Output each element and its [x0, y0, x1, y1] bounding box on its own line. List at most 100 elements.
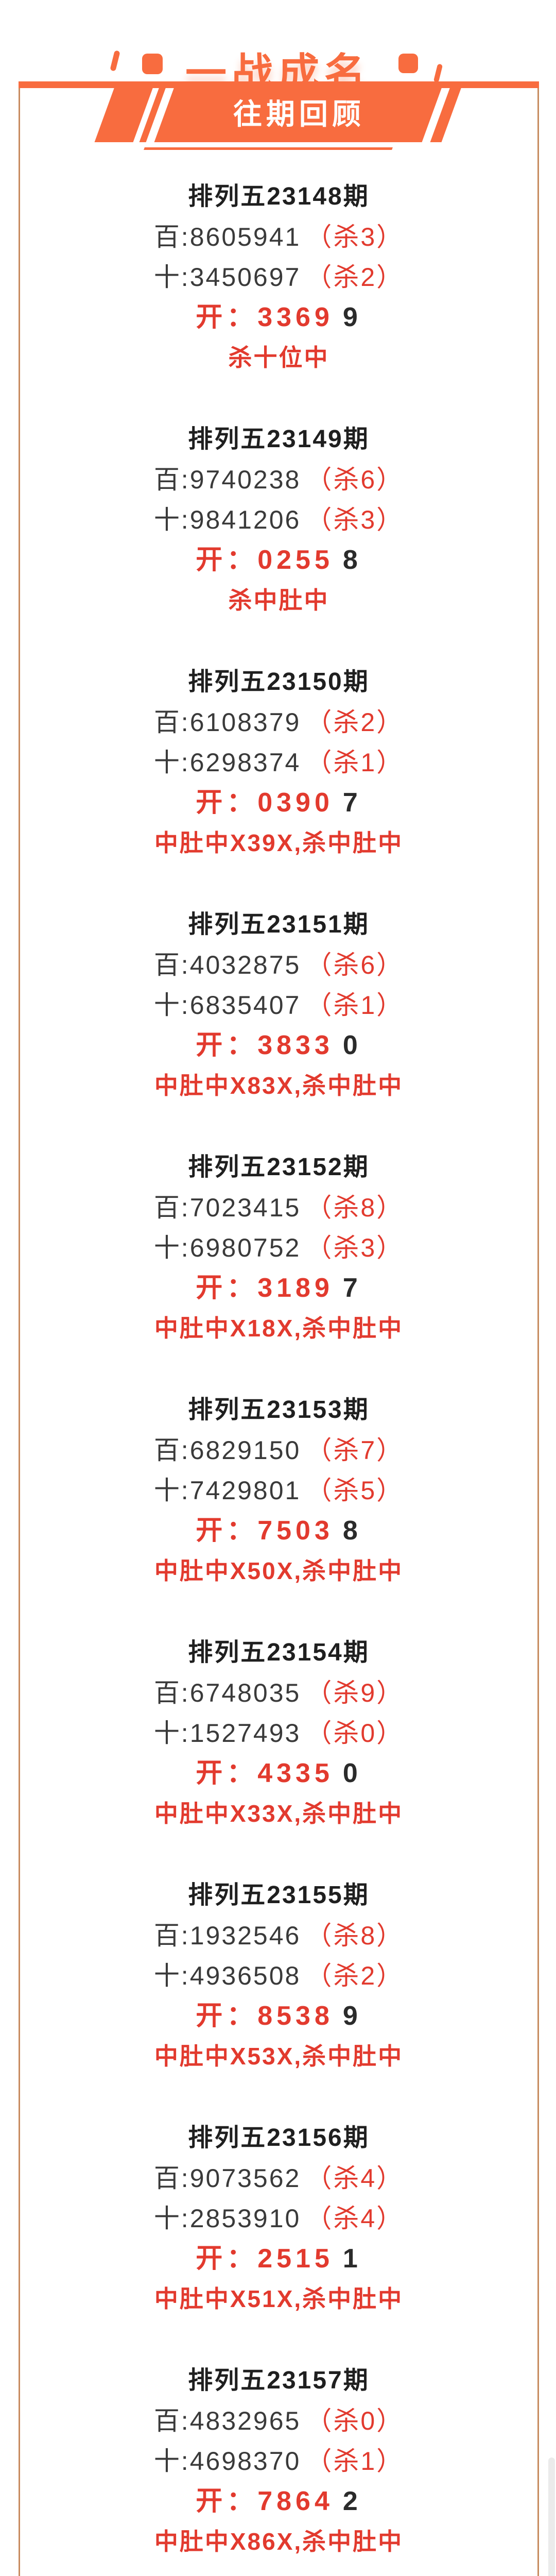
- tens-kill-badge: （杀3）: [306, 505, 404, 534]
- deco-square-icon: [398, 54, 418, 73]
- period-title: 排列五23157期: [188, 2367, 370, 2394]
- hundreds-value: 百:1932546: [153, 1921, 301, 1950]
- result-line: 杀十位中: [228, 344, 329, 371]
- tens-line: 十:1527493 （杀0）: [20, 1713, 537, 1753]
- hundreds-kill-badge: （杀3）: [306, 223, 404, 251]
- open-line: 开：0390 7: [20, 783, 537, 823]
- open-line: 开：7503 8: [20, 1511, 537, 1551]
- open-value: 开：3189: [196, 1273, 334, 1303]
- scrollbar-thumb[interactable]: [548, 2458, 555, 2576]
- result-line: 中肚中X86X,杀中肚中: [154, 2528, 404, 2555]
- review-banner-plate: 往期回顾: [154, 81, 444, 142]
- hundreds-line: 百:4032875 （杀6）: [20, 945, 537, 985]
- open-line: 开：3369 9: [20, 297, 537, 337]
- tens-value: 十:6298374: [153, 748, 301, 777]
- open-line: 开：2515 1: [20, 2239, 537, 2279]
- open-last-digit: 7: [342, 788, 362, 818]
- result-line: 中肚中X83X,杀中肚中: [154, 1072, 404, 1099]
- period-block: 排列五23154期 百:6748035 （杀9） 十:1527493 （杀0） 开：…: [20, 1633, 537, 1834]
- tens-line: 十:6835407 （杀1）: [20, 985, 537, 1025]
- hundreds-value: 百:7023415: [153, 1193, 301, 1222]
- hundreds-value: 百:9073562: [153, 2164, 301, 2193]
- period-block: 排列五23150期 百:6108379 （杀2） 十:6298374 （杀1） 开：…: [20, 662, 537, 863]
- open-line: 开：8538 9: [20, 1996, 537, 2036]
- hundreds-line: 百:4832965 （杀0）: [20, 2401, 537, 2441]
- hundreds-value: 百:6829150: [153, 1436, 301, 1465]
- open-last-digit: 0: [342, 1758, 362, 1788]
- period-block: 排列五23151期 百:4032875 （杀6） 十:6835407 （杀1） 开：…: [20, 905, 537, 1106]
- result-line: 杀中肚中: [228, 587, 329, 614]
- open-value: 开：0255: [196, 545, 334, 575]
- review-banner: 往期回顾: [20, 81, 537, 151]
- hundreds-value: 百:9740238: [153, 465, 301, 494]
- tens-kill-badge: （杀2）: [306, 263, 404, 292]
- period-block: 排列五23153期 百:6829150 （杀7） 十:7429801 （杀5） 开：…: [20, 1390, 537, 1591]
- tens-line: 十:4698370 （杀1）: [20, 2441, 537, 2481]
- open-line: 开：4335 0: [20, 1753, 537, 1793]
- period-title: 排列五23151期: [188, 911, 370, 938]
- result-line: 中肚中X33X,杀中肚中: [154, 1800, 404, 1827]
- period-block: 排列五23149期 百:9740238 （杀6） 十:9841206 （杀3） 开：…: [20, 419, 537, 620]
- tens-line: 十:9841206 （杀3）: [20, 500, 537, 540]
- open-value: 开：7503: [196, 1516, 334, 1546]
- open-line: 开：0255 8: [20, 540, 537, 580]
- tens-kill-badge: （杀0）: [306, 1719, 404, 1748]
- tens-value: 十:2853910: [153, 2204, 301, 2233]
- open-last-digit: 7: [342, 1273, 362, 1303]
- open-last-digit: 8: [342, 545, 362, 575]
- result-line: 中肚中X39X,杀中肚中: [154, 829, 404, 856]
- review-banner-label: 往期回顾: [233, 97, 365, 130]
- hundreds-kill-badge: （杀8）: [306, 1193, 404, 1222]
- tens-kill-badge: （杀3）: [306, 1233, 404, 1262]
- open-last-digit: 0: [342, 1030, 362, 1060]
- hundreds-kill-badge: （杀6）: [306, 465, 404, 494]
- period-block: 排列五23148期 百:8605941 （杀3） 十:3450697 （杀2） 开：…: [20, 177, 537, 378]
- tens-line: 十:3450697 （杀2）: [20, 257, 537, 297]
- result-line: 中肚中X51X,杀中肚中: [154, 2285, 404, 2312]
- open-value: 开：8538: [196, 2001, 334, 2031]
- result-line: 中肚中X50X,杀中肚中: [154, 1557, 404, 1584]
- deco-square-icon: [142, 54, 163, 74]
- tens-value: 十:6980752: [153, 1233, 301, 1262]
- period-title: 排列五23156期: [188, 2124, 370, 2151]
- period-title: 排列五23149期: [188, 426, 370, 453]
- hundreds-kill-badge: （杀0）: [306, 2406, 404, 2435]
- open-value: 开：3833: [196, 1030, 334, 1060]
- hundreds-line: 百:9740238 （杀6）: [20, 460, 537, 500]
- period-block: 排列五23157期 百:4832965 （杀0） 十:4698370 （杀1） 开：…: [20, 2361, 537, 2562]
- hundreds-line: 百:8605941 （杀3）: [20, 217, 537, 257]
- result-line: 中肚中X18X,杀中肚中: [154, 1315, 404, 1342]
- tens-line: 十:7429801 （杀5）: [20, 1470, 537, 1511]
- open-last-digit: 1: [342, 2244, 362, 2274]
- hundreds-kill-badge: （杀8）: [306, 1921, 404, 1950]
- tens-value: 十:7429801: [153, 1476, 301, 1505]
- tens-value: 十:3450697: [153, 263, 301, 292]
- hundreds-line: 百:6829150 （杀7）: [20, 1430, 537, 1470]
- tens-kill-badge: （杀4）: [306, 2204, 404, 2233]
- period-title: 排列五23154期: [188, 1639, 370, 1666]
- hundreds-value: 百:6748035: [153, 1679, 301, 1707]
- open-value: 开：7864: [196, 2486, 334, 2516]
- tens-line: 十:2853910 （杀4）: [20, 2198, 537, 2239]
- hundreds-kill-badge: （杀9）: [306, 1679, 404, 1707]
- hundreds-line: 百:6748035 （杀9）: [20, 1673, 537, 1713]
- history-list: 排列五23148期 百:8605941 （杀3） 十:3450697 （杀2） 开：…: [20, 151, 537, 2562]
- hundreds-kill-badge: （杀7）: [306, 1436, 404, 1465]
- tens-value: 十:6835407: [153, 991, 301, 1020]
- hundreds-kill-badge: （杀4）: [306, 2164, 404, 2193]
- banner-underline: [143, 147, 393, 150]
- tens-value: 十:4698370: [153, 2447, 301, 2476]
- open-line: 开：3189 7: [20, 1268, 537, 1308]
- hundreds-kill-badge: （杀2）: [306, 708, 404, 737]
- open-last-digit: 9: [342, 302, 362, 332]
- hundreds-value: 百:6108379: [153, 708, 301, 737]
- tens-kill-badge: （杀1）: [306, 2447, 404, 2476]
- open-line: 开：7864 2: [20, 2481, 537, 2521]
- open-last-digit: 9: [342, 2001, 362, 2031]
- open-value: 开：2515: [196, 2244, 334, 2274]
- tens-line: 十:6298374 （杀1）: [20, 742, 537, 783]
- hundreds-line: 百:7023415 （杀8）: [20, 1188, 537, 1228]
- content-box: 往期回顾 排列五23148期 百:8605941 （杀3） 十:3450697 （杀…: [19, 81, 539, 2576]
- open-value: 开：0390: [196, 788, 334, 818]
- open-last-digit: 8: [342, 1516, 362, 1546]
